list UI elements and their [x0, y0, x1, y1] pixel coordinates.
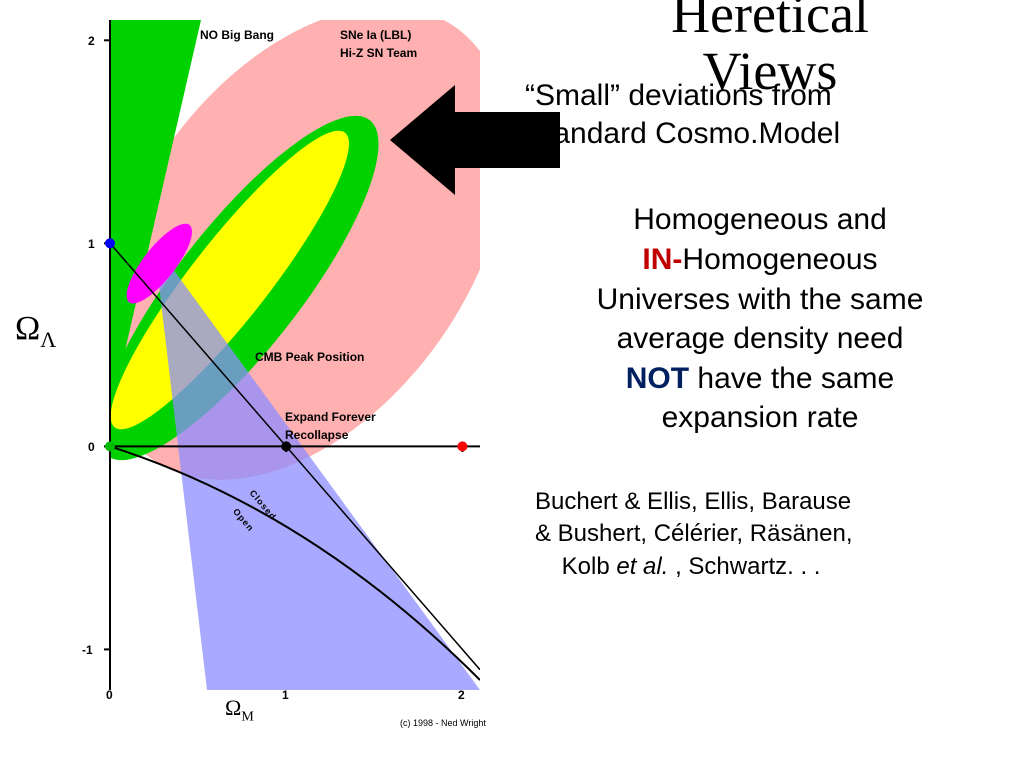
label-sne: SNe Ia (LBL)	[340, 28, 411, 42]
body-in: IN-	[642, 243, 682, 276]
y-axis-sub: Λ	[40, 327, 56, 352]
refs-l3a: Kolb	[562, 553, 617, 580]
subtitle-line1: “Small” deviations from	[525, 79, 832, 112]
body-l2b: Homogeneous	[682, 243, 877, 276]
label-recollapse: Recollapse	[285, 428, 348, 442]
label-expand: Expand Forever	[285, 410, 376, 424]
ytick-n1: -1	[82, 643, 93, 657]
x-axis-omega: Ω	[225, 695, 241, 720]
text-column: Heretical Views “Small” deviations from …	[525, 0, 1015, 583]
body-l4: average density need	[617, 322, 904, 355]
refs-l3c: , Schwartz. . .	[668, 553, 820, 580]
references: Buchert & Ellis, Ellis, Barause & Busher…	[525, 486, 1015, 583]
body-text: Homogeneous and IN-Homogeneous Universes…	[505, 200, 1015, 438]
label-cmb: CMB Peak Position	[255, 350, 364, 364]
ytick-1: 1	[88, 237, 95, 251]
body-l6: expansion rate	[662, 401, 859, 434]
label-hiz: Hi-Z SN Team	[340, 46, 417, 60]
body-l1: Homogeneous and	[633, 203, 887, 236]
title-line1: Heretical	[671, 0, 869, 44]
ytick-0: 0	[88, 440, 95, 454]
xtick-0: 0	[106, 688, 113, 702]
x-axis-sub: M	[241, 709, 253, 724]
refs-l1: Buchert & Ellis, Ellis, Barause	[535, 488, 851, 515]
xtick-1: 1	[282, 688, 289, 702]
subtitle-line2: Standard Cosmo.Model	[525, 117, 840, 150]
y-axis-label: ΩΛ	[15, 310, 56, 353]
body-not: NOT	[626, 362, 689, 395]
x-axis-label: ΩM	[225, 695, 254, 725]
refs-l2: & Bushert, Célérier, Räsänen,	[535, 520, 853, 547]
ytick-2: 2	[88, 34, 95, 48]
chart-credit: (c) 1998 - Ned Wright	[400, 718, 486, 728]
body-l5b: have the same	[689, 362, 894, 395]
body-l3: Universes with the same	[597, 283, 924, 316]
refs-etal: et al.	[616, 553, 668, 580]
label-no-big-bang: NO Big Bang	[200, 28, 274, 42]
subtitle: “Small” deviations from Standard Cosmo.M…	[525, 77, 1015, 152]
xtick-2: 2	[458, 688, 465, 702]
y-axis-omega: Ω	[15, 310, 40, 347]
